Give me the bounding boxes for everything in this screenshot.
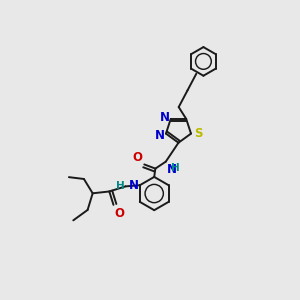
Text: O: O	[132, 151, 142, 164]
Text: O: O	[114, 207, 124, 220]
Text: S: S	[194, 127, 203, 140]
Text: H: H	[171, 163, 180, 173]
Text: N: N	[167, 163, 177, 176]
Text: H: H	[116, 181, 124, 191]
Text: N: N	[128, 179, 139, 192]
Text: N: N	[155, 129, 165, 142]
Text: N: N	[160, 111, 170, 124]
